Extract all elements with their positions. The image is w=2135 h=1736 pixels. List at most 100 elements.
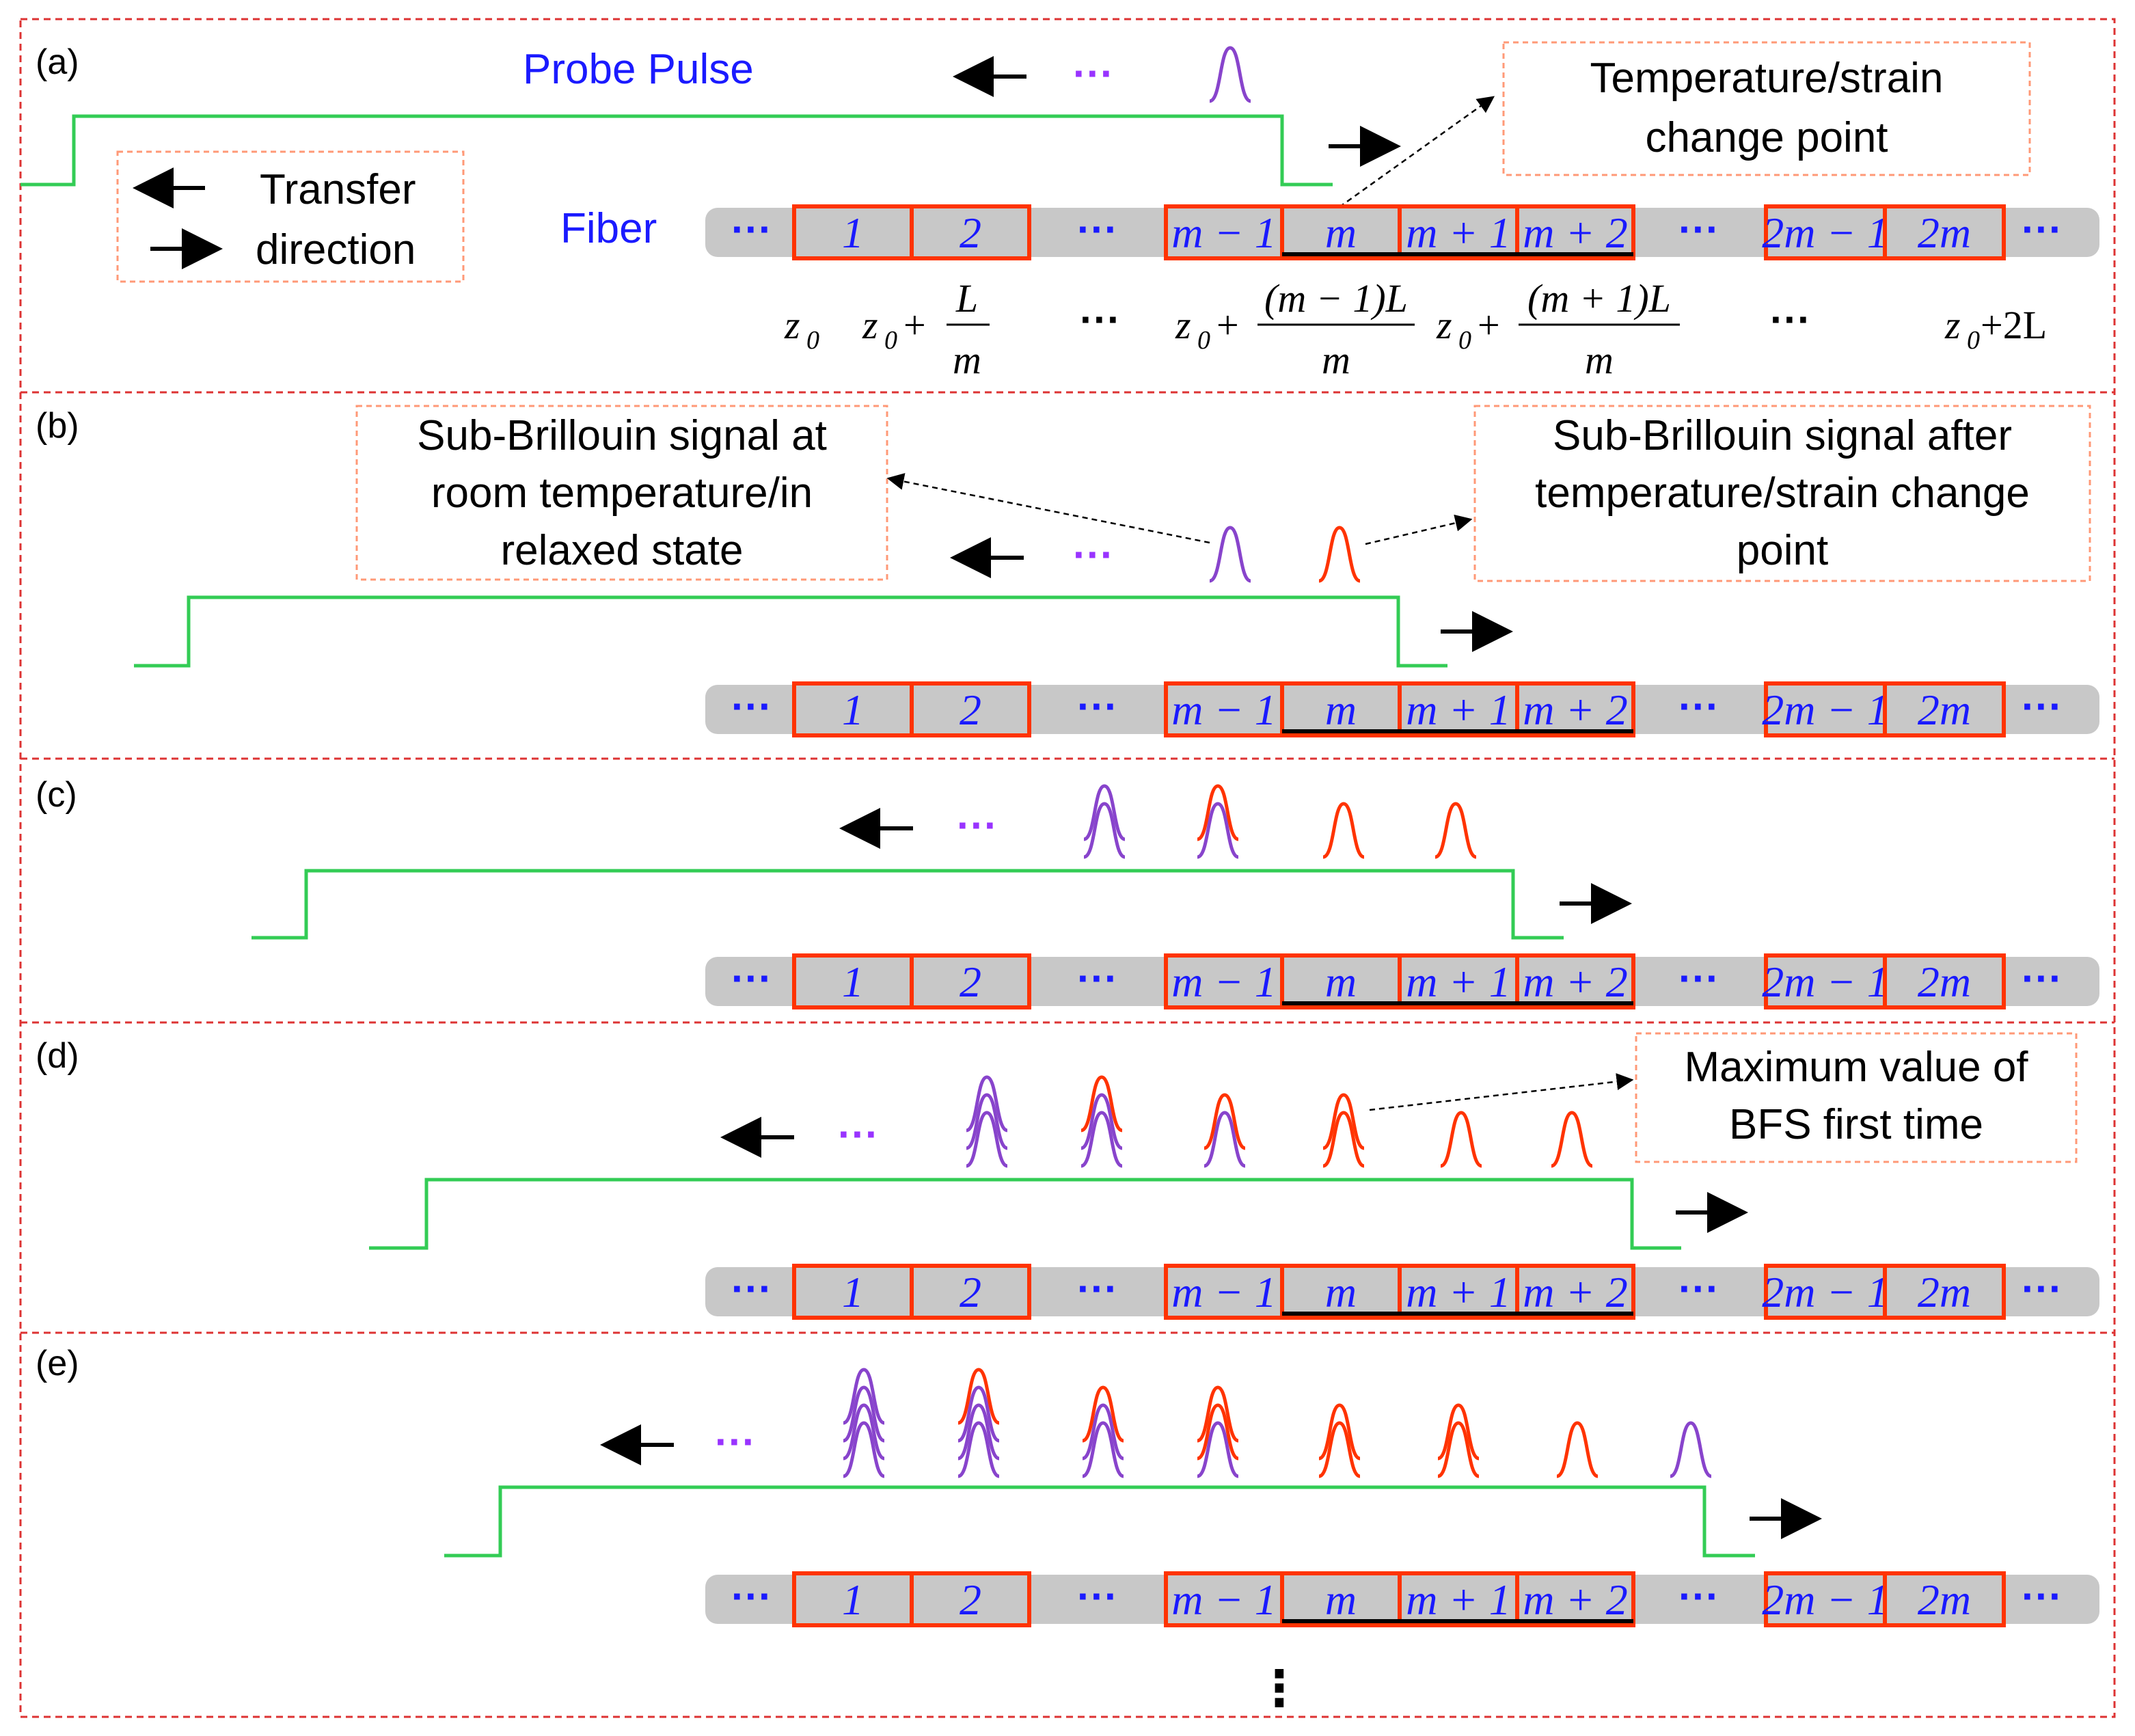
sub-brillouin-pulse xyxy=(1437,1403,1480,1461)
pos-z0-e-sub: 0 xyxy=(1967,326,1980,355)
fiber-segment: 2m xyxy=(1883,681,2006,737)
fiber-ellipsis: ··· xyxy=(2022,1266,2063,1312)
segment-label: m + 1 xyxy=(1406,958,1510,1006)
sub-brillouin-pulse xyxy=(1083,802,1126,859)
pos-mp1L-den: m xyxy=(1585,338,1614,382)
fiber-ellipsis: ··· xyxy=(1678,206,1719,252)
segment-label: 2m − 1 xyxy=(1762,958,1888,1006)
fiber-segment: 2 xyxy=(910,1571,1031,1627)
sub-brillouin-pulse xyxy=(1080,1111,1123,1168)
segment-label: 2 xyxy=(960,686,981,734)
fiber-bar xyxy=(705,1267,2099,1316)
pos-z0-e: z xyxy=(1944,303,1961,347)
fiber-ellipsis: ··· xyxy=(731,955,772,1001)
sub-brillouin-pulse xyxy=(1082,1421,1124,1478)
panel-letter-e: (e) xyxy=(36,1344,79,1383)
fiber-ellipsis: ··· xyxy=(1678,683,1719,729)
sub-brillouin-pulse xyxy=(966,1111,1008,1168)
fiber-ellipsis: ··· xyxy=(2022,683,2063,729)
fiber-segment: 1 xyxy=(792,953,914,1009)
fiber-segment: m − 1 xyxy=(1164,1571,1284,1627)
segment-label: 2m − 1 xyxy=(1762,686,1888,734)
fiber-segment: m − 1 xyxy=(1164,953,1284,1009)
segment-label: m xyxy=(1325,958,1357,1006)
panel-frames xyxy=(19,18,2116,1718)
segment-label: m xyxy=(1325,686,1357,734)
fiber-segment: m + 2 xyxy=(1515,681,1635,737)
sub-brillouin-pulse xyxy=(843,1421,885,1478)
segment-label: 2 xyxy=(960,1268,981,1316)
segment-label: m − 1 xyxy=(1171,958,1276,1006)
segment-label: m + 1 xyxy=(1406,686,1510,734)
sub-brillouin-pulse xyxy=(1197,1421,1239,1478)
fiber-segment: m xyxy=(1280,1264,1402,1320)
sub-brillouin-pulse xyxy=(1197,784,1239,841)
fiber-ellipsis: ··· xyxy=(731,1573,772,1619)
sub-brillouin-pulse xyxy=(1204,1093,1246,1150)
fiber-segment: 2m − 1 xyxy=(1762,681,1889,737)
sub-brillouin-pulse xyxy=(1080,1093,1123,1150)
probe-pulse-line-4 xyxy=(444,1485,1755,1558)
pos-2L: +2L xyxy=(1981,303,2047,347)
sub-brillouin-pulse xyxy=(957,1421,1000,1478)
probe-pulse-line-3 xyxy=(369,1178,1681,1250)
pos-L-den: m xyxy=(953,338,981,382)
temp-change-line2: change point xyxy=(1645,114,1888,161)
fiber-segment: 2 xyxy=(910,681,1031,737)
sub-brillouin-pulse xyxy=(1204,1111,1246,1168)
segment-label: m xyxy=(1325,1268,1357,1316)
sub-brillouin-pulse xyxy=(1322,1093,1365,1150)
segment-label: 2m xyxy=(1918,958,1971,1006)
pos-mm1L-num: (m − 1)L xyxy=(1264,276,1408,321)
pos-z0: z xyxy=(784,303,800,347)
sub-after-line1: Sub-Brillouin signal after xyxy=(1553,412,2012,459)
segment-label: 2 xyxy=(960,1575,981,1624)
segment-label: m + 2 xyxy=(1523,1268,1627,1316)
segment-label: 2m xyxy=(1918,1575,1971,1624)
temp-change-line1: Temperature/strain xyxy=(1590,55,1944,102)
fiber-segment: 2m − 1 xyxy=(1762,953,1889,1009)
sub-brillouin-pulse xyxy=(1083,784,1126,841)
fiber-segment: 2m xyxy=(1883,953,2006,1009)
segment-label: 2m − 1 xyxy=(1762,1268,1888,1316)
sub-room-line3: relaxed state xyxy=(501,527,744,574)
pos-z0-c: z xyxy=(1175,303,1191,347)
fiber-ellipsis: ··· xyxy=(731,1266,772,1312)
fiber-segment: m + 2 xyxy=(1515,953,1635,1009)
pos-z0-b-sub: 0 xyxy=(884,326,897,355)
panel-letter-a: (a) xyxy=(36,42,79,82)
segment-label: m + 1 xyxy=(1406,1575,1510,1624)
sub-brillouin-pulse xyxy=(843,1368,885,1425)
max-bfs-line1: Maximum value of xyxy=(1684,1044,2028,1091)
segment-label: 2m xyxy=(1918,208,1971,257)
sub-room-line2: room temperature/in xyxy=(431,470,813,517)
sub-brillouin-pulse xyxy=(1197,1403,1239,1461)
fiber-ellipsis: ··· xyxy=(1077,683,1118,729)
fiber-segment: 2m − 1 xyxy=(1762,204,1889,260)
segment-label: m + 1 xyxy=(1406,208,1510,257)
fiber-segment: 2m − 1 xyxy=(1762,1571,1889,1627)
fiber-segment: 2 xyxy=(910,953,1031,1009)
fiber-segment: 2 xyxy=(910,204,1031,260)
segment-label: 2 xyxy=(960,208,981,257)
fiber-segment: 2 xyxy=(910,1264,1031,1320)
pos-L-num: L xyxy=(955,276,978,321)
max-bfs-line2: BFS first time xyxy=(1729,1101,1983,1148)
sub-brillouin-pulse xyxy=(843,1385,885,1443)
segment-label: m − 1 xyxy=(1171,1575,1276,1624)
fiber-bar xyxy=(705,208,2099,257)
fiber-ellipsis: ··· xyxy=(1077,1266,1118,1312)
fiber-ellipsis: ··· xyxy=(1678,1573,1719,1619)
sub-brillouin-pulse xyxy=(1556,1421,1599,1478)
sub-brillouin-pulse xyxy=(1318,526,1361,583)
fiber-segment: m + 1 xyxy=(1398,1571,1519,1627)
segment-label: 2m xyxy=(1918,686,1971,734)
pos-z0-sub: 0 xyxy=(806,326,819,355)
sub-brillouin-pulse xyxy=(1670,1421,1712,1478)
segment-label: 2 xyxy=(960,958,981,1006)
signal-ellipsis: ··· xyxy=(957,802,998,848)
segment-label: 1 xyxy=(842,1575,864,1624)
fiber-segment: m + 1 xyxy=(1398,681,1519,737)
